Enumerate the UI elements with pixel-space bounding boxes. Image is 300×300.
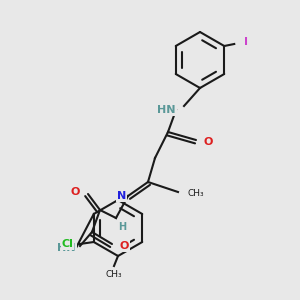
Text: O: O (70, 187, 80, 197)
Text: O: O (204, 137, 213, 147)
Text: HN: HN (58, 243, 76, 253)
Text: O: O (120, 241, 129, 251)
Text: N: N (117, 191, 126, 201)
Text: CH₃: CH₃ (106, 270, 122, 279)
Text: HN: HN (158, 105, 176, 115)
Text: I: I (244, 37, 248, 47)
Text: H: H (118, 222, 126, 232)
Text: Cl: Cl (62, 239, 74, 249)
Text: CH₃: CH₃ (188, 190, 205, 199)
